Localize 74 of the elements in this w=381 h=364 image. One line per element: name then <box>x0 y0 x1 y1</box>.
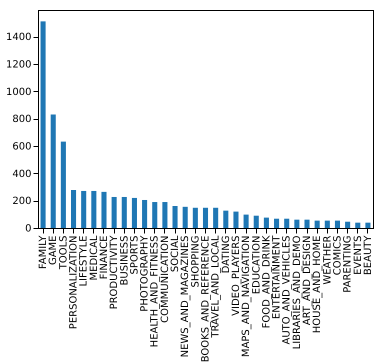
bar <box>132 198 137 228</box>
bar <box>334 220 340 228</box>
bar <box>254 216 259 228</box>
x-tick-label: BOOKS_AND_REFERENCE <box>200 236 212 362</box>
bar <box>202 208 208 228</box>
x-tick-label: FOOD_AND_DRINK <box>261 235 272 328</box>
bar <box>324 220 330 228</box>
bar <box>142 200 148 228</box>
bar <box>314 220 320 228</box>
x-tick-label: COMMUNICATION <box>160 236 171 323</box>
bar <box>50 114 56 228</box>
bar <box>81 190 86 228</box>
bar <box>172 206 178 228</box>
x-tick-label: SOCIAL <box>170 235 182 272</box>
x-tick-label: EDUCATION <box>251 236 262 294</box>
y-tick-label: 400 <box>12 168 32 180</box>
x-tick-label: TOOLS <box>58 236 70 270</box>
bar <box>365 222 370 228</box>
bar <box>192 208 198 228</box>
x-tick-label: SPORTS <box>129 236 140 274</box>
bar <box>162 202 168 228</box>
x-tick-label: MEDICAL <box>88 235 100 280</box>
y-tick-label: 800 <box>12 114 32 126</box>
x-tick-label: LIBRARIES_AND_DEMO <box>292 235 303 350</box>
bar <box>60 142 66 228</box>
bar <box>70 190 76 228</box>
x-tick-label: ART_AND_DESIGN <box>302 236 314 326</box>
x-tick-label: TRAVEL_AND_LOCAL <box>210 235 222 339</box>
y-tick-label: 1400 <box>6 32 32 44</box>
x-tick-label: NEWS_AND_MAGAZINES <box>180 236 192 358</box>
x-tick-label: HOUSE_AND_HOME <box>312 236 324 334</box>
bar <box>122 196 127 228</box>
x-tick-label: BUSINESS <box>119 236 130 286</box>
bar <box>152 202 158 228</box>
x-tick-label: VIDEO_PLAYERS <box>230 236 242 316</box>
bar <box>345 222 350 228</box>
bar <box>182 206 188 228</box>
y-tick-label: 1200 <box>6 59 32 70</box>
bar <box>223 210 228 228</box>
bar <box>91 190 96 228</box>
y-tick-label: 200 <box>12 196 32 208</box>
y-tick-label: 0 <box>25 224 32 234</box>
bar <box>355 222 360 228</box>
x-tick-label: SHOPPING <box>190 236 202 288</box>
y-tick-label: 600 <box>12 141 32 152</box>
x-tick-label: EVENTS <box>352 236 364 275</box>
x-tick-label: PRODUCTIVITY <box>109 234 120 310</box>
x-tick-label: GAME <box>48 236 60 266</box>
x-tick-label: BEAUTY <box>362 234 374 276</box>
bar <box>304 220 310 228</box>
bar <box>284 218 290 228</box>
bar <box>101 192 107 228</box>
x-tick-label: PERSONALIZATION <box>68 236 80 330</box>
x-tick-label: MAPS_AND_NAVIGATION <box>241 236 252 358</box>
x-tick-label: AUTO_AND_VEHICLES <box>282 236 293 345</box>
x-tick-label: PARENTING <box>342 236 354 293</box>
bar <box>294 220 300 228</box>
x-tick-label: WEATHER <box>322 235 334 285</box>
x-tick-label: PHOTOGRAPHY <box>140 234 151 312</box>
bar <box>233 212 238 228</box>
bar <box>244 214 249 228</box>
y-tick-label: 1000 <box>6 86 32 98</box>
bar <box>40 21 46 228</box>
bar <box>264 218 269 228</box>
x-tick-label: FAMILY <box>38 234 50 270</box>
x-tick-label: HEALTH_AND_FITNESS <box>150 236 161 348</box>
bar <box>112 196 117 228</box>
bar <box>274 218 280 228</box>
x-tick-label: ENTERTAINMENT <box>272 234 283 320</box>
x-tick-label: COMICS <box>332 236 344 276</box>
x-tick-label: LIFESTYLE <box>78 236 90 287</box>
x-tick-label: DATING <box>220 236 232 274</box>
x-tick-label: FINANCE <box>98 236 110 280</box>
bar <box>213 208 218 228</box>
